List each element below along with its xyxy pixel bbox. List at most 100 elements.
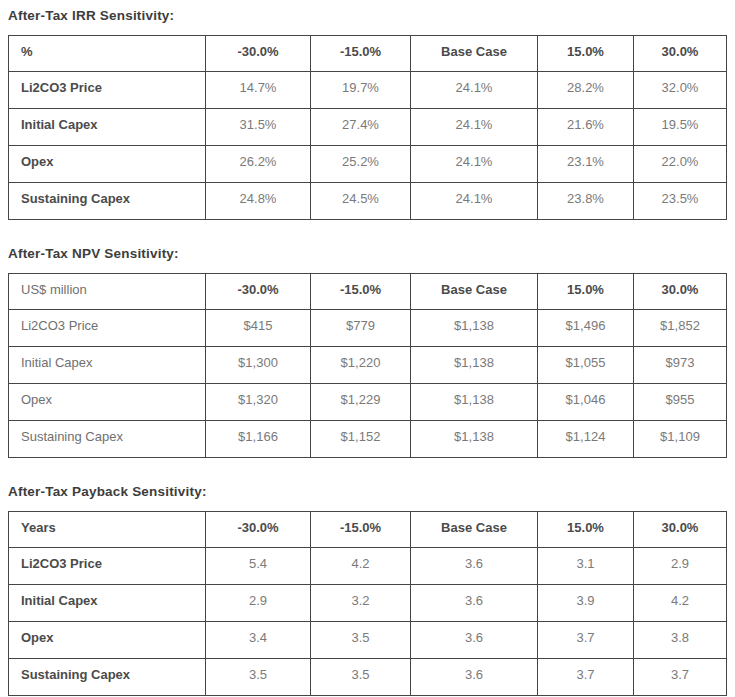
irr-sensitivity-section: After-Tax IRR Sensitivity:%-30.0%-15.0%B… xyxy=(8,8,727,220)
table-row: Sustaining Capex24.8%24.5%24.1%23.8%23.5… xyxy=(9,183,727,220)
value-cell: 3.6 xyxy=(411,585,538,622)
value-cell: 24.1% xyxy=(411,183,538,220)
value-cell: $1,220 xyxy=(311,347,411,384)
value-cell: $1,046 xyxy=(538,384,634,421)
table-row: Opex3.43.53.63.73.8 xyxy=(9,622,727,659)
value-cell: 3.4 xyxy=(206,622,311,659)
header-row: %-30.0%-15.0%Base Case15.0%30.0% xyxy=(9,36,727,72)
table-row: Sustaining Capex$1,166$1,152$1,138$1,124… xyxy=(9,421,727,458)
value-cell: $1,138 xyxy=(411,310,538,347)
value-cell: $1,852 xyxy=(634,310,727,347)
value-cell: 4.2 xyxy=(634,585,727,622)
value-cell: 3.7 xyxy=(538,622,634,659)
row-label: Opex xyxy=(9,622,206,659)
unit-header-cell: US$ million xyxy=(9,274,206,310)
value-cell: 3.1 xyxy=(538,548,634,585)
value-cell: 3.5 xyxy=(311,622,411,659)
value-cell: $973 xyxy=(634,347,727,384)
value-cell: $1,320 xyxy=(206,384,311,421)
row-label: Initial Capex xyxy=(9,347,206,384)
value-cell: 23.1% xyxy=(538,146,634,183)
npv-sensitivity-section: After-Tax NPV Sensitivity: US$ million-30… xyxy=(8,246,727,458)
column-header: Base Case xyxy=(411,512,538,548)
value-cell: 3.5 xyxy=(311,659,411,696)
value-cell: 19.7% xyxy=(311,72,411,109)
section-title: After-Tax NPV Sensitivity: xyxy=(8,246,727,261)
column-header: -30.0% xyxy=(206,512,311,548)
value-cell: 25.2% xyxy=(311,146,411,183)
value-cell: 23.5% xyxy=(634,183,727,220)
value-cell: 24.1% xyxy=(411,146,538,183)
column-header: 30.0% xyxy=(634,512,727,548)
column-header: -30.0% xyxy=(206,274,311,310)
value-cell: $1,138 xyxy=(411,347,538,384)
table-row: Li2CO3 Price$415$779$1,138$1,496$1,852 xyxy=(9,310,727,347)
value-cell: 26.2% xyxy=(206,146,311,183)
value-cell: $1,300 xyxy=(206,347,311,384)
column-header: -15.0% xyxy=(311,512,411,548)
table-row: Sustaining Capex3.53.53.63.73.7 xyxy=(9,659,727,696)
column-header: Base Case xyxy=(411,36,538,72)
column-header: 15.0% xyxy=(538,512,634,548)
column-header: -15.0% xyxy=(311,274,411,310)
value-cell: 21.6% xyxy=(538,109,634,146)
table-row: Li2CO3 Price5.44.23.63.12.9 xyxy=(9,548,727,585)
row-label: Sustaining Capex xyxy=(9,659,206,696)
value-cell: $1,229 xyxy=(311,384,411,421)
section-title: After-Tax IRR Sensitivity: xyxy=(8,8,727,23)
row-label: Li2CO3 Price xyxy=(9,548,206,585)
value-cell: 3.6 xyxy=(411,659,538,696)
row-label: Initial Capex xyxy=(9,585,206,622)
value-cell: 3.5 xyxy=(206,659,311,696)
value-cell: 2.9 xyxy=(634,548,727,585)
npv-sensitivity-table: US$ million-30.0%-15.0%Base Case15.0%30.… xyxy=(8,273,727,458)
value-cell: 3.9 xyxy=(538,585,634,622)
value-cell: 22.0% xyxy=(634,146,727,183)
column-header: 15.0% xyxy=(538,274,634,310)
row-label: Sustaining Capex xyxy=(9,421,206,458)
value-cell: 3.6 xyxy=(411,548,538,585)
section-title: After-Tax Payback Sensitivity: xyxy=(8,484,727,499)
unit-header-cell: Years xyxy=(9,512,206,548)
value-cell: 31.5% xyxy=(206,109,311,146)
value-cell: 24.5% xyxy=(311,183,411,220)
value-cell: 32.0% xyxy=(634,72,727,109)
value-cell: $1,055 xyxy=(538,347,634,384)
value-cell: 23.8% xyxy=(538,183,634,220)
irr-sensitivity-table: %-30.0%-15.0%Base Case15.0%30.0%Li2CO3 P… xyxy=(8,35,727,220)
table-row: Opex26.2%25.2%24.1%23.1%22.0% xyxy=(9,146,727,183)
value-cell: 24.1% xyxy=(411,72,538,109)
header-row: Years-30.0%-15.0%Base Case15.0%30.0% xyxy=(9,512,727,548)
value-cell: 2.9 xyxy=(206,585,311,622)
value-cell: $415 xyxy=(206,310,311,347)
value-cell: 3.2 xyxy=(311,585,411,622)
row-label: Initial Capex xyxy=(9,109,206,146)
value-cell: 27.4% xyxy=(311,109,411,146)
value-cell: 24.1% xyxy=(411,109,538,146)
value-cell: $1,138 xyxy=(411,421,538,458)
value-cell: 3.6 xyxy=(411,622,538,659)
row-label: Li2CO3 Price xyxy=(9,310,206,347)
header-row: US$ million-30.0%-15.0%Base Case15.0%30.… xyxy=(9,274,727,310)
value-cell: $1,166 xyxy=(206,421,311,458)
table-row: Initial Capex2.93.23.63.94.2 xyxy=(9,585,727,622)
unit-header-cell: % xyxy=(9,36,206,72)
table-row: Opex$1,320$1,229$1,138$1,046$955 xyxy=(9,384,727,421)
column-header: 30.0% xyxy=(634,274,727,310)
value-cell: $1,152 xyxy=(311,421,411,458)
value-cell: 3.7 xyxy=(538,659,634,696)
table-row: Initial Capex$1,300$1,220$1,138$1,055$97… xyxy=(9,347,727,384)
table-row: Li2CO3 Price14.7%19.7%24.1%28.2%32.0% xyxy=(9,72,727,109)
row-label: Li2CO3 Price xyxy=(9,72,206,109)
payback-sensitivity-table: Years-30.0%-15.0%Base Case15.0%30.0%Li2C… xyxy=(8,511,727,696)
payback-sensitivity-section: After-Tax Payback Sensitivity: Years-30.0… xyxy=(8,484,727,696)
value-cell: $1,109 xyxy=(634,421,727,458)
column-header: -30.0% xyxy=(206,36,311,72)
value-cell: 3.7 xyxy=(634,659,727,696)
report-page: After-Tax IRR Sensitivity:%-30.0%-15.0%B… xyxy=(0,0,735,697)
value-cell: $955 xyxy=(634,384,727,421)
value-cell: 24.8% xyxy=(206,183,311,220)
column-header: -15.0% xyxy=(311,36,411,72)
column-header: 30.0% xyxy=(634,36,727,72)
value-cell: 14.7% xyxy=(206,72,311,109)
